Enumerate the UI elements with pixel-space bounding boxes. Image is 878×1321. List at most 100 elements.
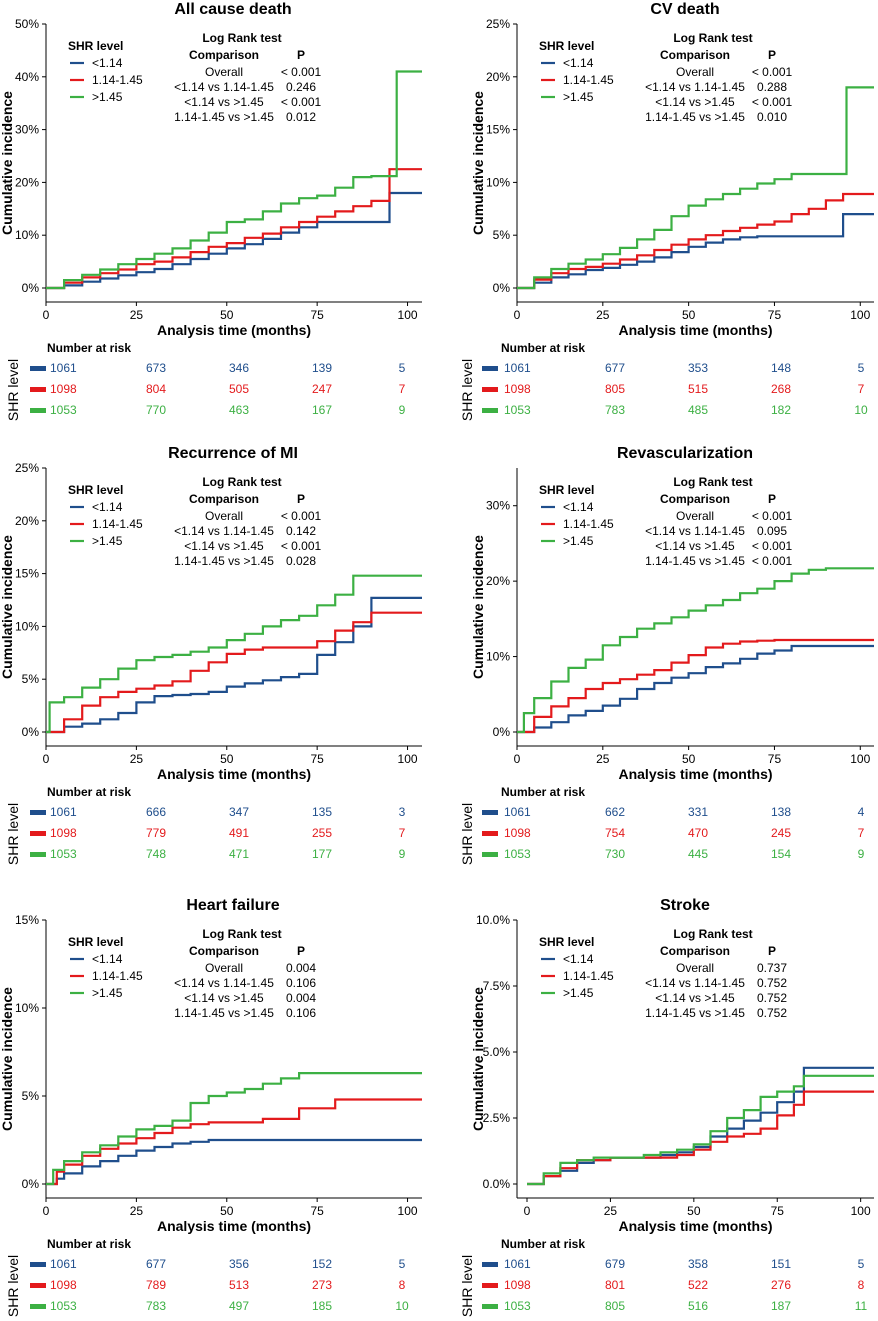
risk-value: 677 [605,361,625,375]
x-tick-label: 75 [310,752,324,766]
risk-value: 10 [854,403,868,417]
risk-row-swatch [482,366,498,371]
km-curve-gt-1-45 [46,574,422,734]
risk-row-swatch [482,831,498,836]
risk-value: 356 [229,1257,249,1271]
y-tick-label: 5.0% [483,1045,511,1059]
risk-value: 7 [858,382,865,396]
risk-row-swatch [482,810,498,815]
risk-value: 1061 [50,1257,77,1271]
risk-value: 5 [399,1257,406,1271]
risk-value: 8 [858,1278,865,1292]
x-tick-label: 0 [43,1204,50,1218]
legend-title: SHR level [68,39,123,53]
p-value: 0.752 [757,1006,787,1020]
risk-value: 1053 [50,1299,77,1313]
risk-value: 516 [688,1299,708,1313]
y-tick-label: 10% [15,619,39,633]
x-tick-label: 100 [398,308,418,322]
km-curve-gt-1-45 [46,1072,422,1186]
legend-label: <1.14 [563,952,594,966]
legend-title: SHR level [539,483,594,497]
risk-value: 245 [771,826,791,840]
risk-value: 515 [688,382,708,396]
risk-ylabel: SHR level [459,803,475,865]
y-tick-label: 40% [15,70,39,84]
risk-value: 673 [146,361,166,375]
legend-label: <1.14 [563,500,594,514]
risk-row-swatch [30,810,46,815]
p-header: P [768,492,776,506]
x-tick-label: 100 [398,752,418,766]
risk-title: Number at risk [47,1237,131,1251]
y-tick-label: 25% [15,461,39,475]
risk-row-swatch [482,1262,498,1267]
panel-3: Recurrence of MI 0% 5% 10% 15% 20% 25% 0 25 50 75 1… [0,445,422,865]
risk-row-swatch [482,387,498,392]
km-curve-gt-1-45 [527,1074,874,1186]
comparison-label: <1.14 vs >1.45 [655,539,735,553]
legend-label: 1.14-1.45 [92,73,143,87]
risk-value: 662 [605,805,625,819]
risk-title: Number at risk [501,785,585,799]
risk-value: 148 [771,361,791,375]
risk-value: 805 [605,382,625,396]
risk-row-swatch [30,831,46,836]
logrank-title: Log Rank test [673,31,752,45]
risk-value: 730 [605,847,625,861]
risk-value: 666 [146,805,166,819]
km-curve-gt-1-45 [517,86,874,290]
risk-value: 3 [399,805,406,819]
y-tick-label: 10.0% [476,913,510,927]
p-header: P [297,944,305,958]
legend-label: 1.14-1.45 [563,73,614,87]
comparison-label: <1.14 vs >1.45 [184,95,264,109]
comparison-label: <1.14 vs >1.45 [655,95,735,109]
risk-title: Number at risk [47,785,131,799]
risk-value: 167 [312,403,332,417]
risk-row-swatch [30,852,46,857]
legend-label: 1.14-1.45 [92,969,143,983]
risk-row-swatch [482,408,498,413]
chart-title: Heart failure [186,897,279,914]
x-axis-label: Analysis time (months) [618,1218,772,1234]
risk-value: 273 [312,1278,332,1292]
x-tick-label: 75 [310,308,324,322]
legend-label: >1.45 [563,90,594,104]
y-tick-label: 2.5% [483,1111,511,1125]
p-header: P [768,48,776,62]
risk-value: 789 [146,1278,166,1292]
comparison-label: Overall [205,961,243,975]
x-tick-label: 25 [604,1204,618,1218]
comparison-header: Comparison [660,492,730,506]
km-curve-lt-1-14 [517,644,874,734]
y-tick-label: 15% [486,123,510,137]
legend-label: >1.45 [92,986,123,1000]
risk-ylabel: SHR level [459,359,475,421]
chart-title: Recurrence of MI [168,445,298,462]
y-tick-label: 10% [15,228,39,242]
x-axis-label: Analysis time (months) [157,322,311,338]
y-tick-label: 10% [15,1001,39,1015]
y-axis-label: Cumulative incidence [470,535,486,679]
y-axis-label: Cumulative incidence [0,91,15,235]
risk-value: 11 [855,1299,868,1313]
y-tick-label: 30% [15,123,39,137]
risk-ylabel: SHR level [5,1255,21,1317]
risk-value: 1098 [504,826,531,840]
comparison-label: <1.14 vs 1.14-1.45 [645,976,745,990]
risk-value: 353 [688,361,708,375]
risk-value: 1098 [504,1278,531,1292]
risk-value: 783 [146,1299,166,1313]
risk-value: 505 [229,382,249,396]
y-tick-label: 0.0% [483,1177,511,1191]
y-tick-label: 20% [15,175,39,189]
y-tick-label: 0% [493,725,511,739]
risk-value: 5 [858,1257,865,1271]
legend-label: <1.14 [92,500,123,514]
risk-row-swatch [482,852,498,857]
km-curve-1-14-to-1-45 [46,611,422,734]
x-tick-label: 25 [130,308,144,322]
risk-value: 470 [688,826,708,840]
